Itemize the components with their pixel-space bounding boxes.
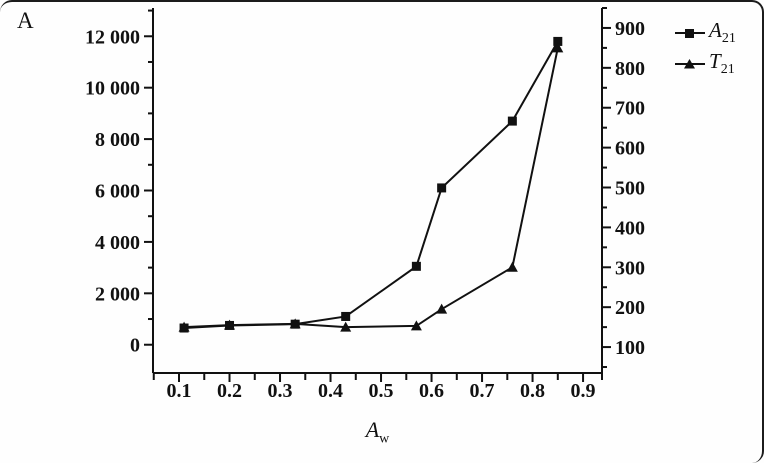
svg-text:200: 200 — [615, 297, 645, 319]
svg-text:0: 0 — [130, 335, 140, 357]
svg-text:0.2: 0.2 — [217, 380, 242, 402]
x-axis-title-letter: A — [365, 417, 380, 442]
svg-text:12 000: 12 000 — [85, 26, 140, 48]
svg-text:0.1: 0.1 — [167, 380, 192, 402]
svg-text:600: 600 — [615, 138, 645, 160]
legend-t21-subscript: 21 — [720, 62, 735, 78]
series-t21-markers — [178, 42, 564, 332]
x-axis-title: Aw — [153, 417, 602, 447]
svg-text:700: 700 — [615, 98, 645, 120]
series-a21 — [179, 36, 563, 333]
svg-text:0.7: 0.7 — [470, 380, 495, 402]
legend-item-a21: A21 — [674, 17, 736, 48]
legend-a21-letter: A — [709, 17, 722, 42]
svg-text:0.6: 0.6 — [419, 380, 444, 402]
left-axis-tick-labels: 0 2 000 4 000 6 000 8 000 10 000 12 000 — [85, 26, 140, 356]
svg-text:8 000: 8 000 — [95, 129, 140, 151]
svg-text:0.9: 0.9 — [571, 380, 596, 402]
svg-text:0.5: 0.5 — [369, 380, 394, 402]
svg-text:0.8: 0.8 — [520, 380, 545, 402]
series-a21-line — [184, 40, 559, 330]
legend-label-t21: T21 — [709, 49, 735, 78]
square-marker-icon — [675, 28, 705, 38]
axis-ticks — [144, 7, 611, 382]
right-axis-tick-labels: 100 200 300 400 500 600 700 800 900 — [615, 18, 645, 359]
svg-text:0.3: 0.3 — [268, 380, 293, 402]
legend-t21-letter: T — [709, 48, 721, 73]
x-axis-title-subscript: w — [379, 431, 390, 447]
svg-text:100: 100 — [615, 337, 645, 359]
svg-text:10 000: 10 000 — [85, 78, 140, 100]
legend-a21-subscript: 21 — [721, 31, 736, 47]
legend: A21 T21 — [674, 17, 736, 79]
series-a21-markers — [179, 36, 563, 333]
series-t21-line — [184, 47, 559, 329]
svg-text:300: 300 — [615, 257, 645, 279]
series-t21 — [178, 42, 564, 332]
svg-text:4 000: 4 000 — [95, 232, 140, 254]
svg-text:400: 400 — [615, 217, 645, 239]
legend-label-a21: A21 — [709, 18, 736, 47]
svg-text:2 000: 2 000 — [95, 283, 140, 305]
axis-spines — [152, 8, 603, 374]
svg-text:800: 800 — [615, 58, 645, 80]
svg-text:0.4: 0.4 — [318, 380, 343, 402]
x-axis-tick-labels: 0.1 0.2 0.3 0.4 0.5 0.6 0.7 0.8 0.9 — [167, 380, 596, 402]
svg-text:500: 500 — [615, 178, 645, 200]
svg-text:900: 900 — [615, 18, 645, 40]
svg-text:6 000: 6 000 — [95, 181, 140, 203]
panel-label: A — [17, 8, 34, 33]
legend-item-t21: T21 — [674, 48, 736, 79]
triangle-marker-icon — [675, 58, 705, 68]
